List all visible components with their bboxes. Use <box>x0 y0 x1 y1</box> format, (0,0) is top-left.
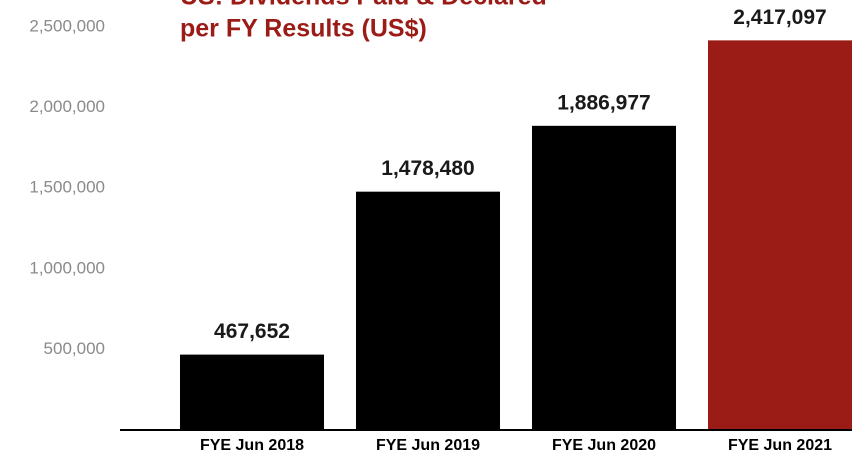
y-tick-label: 1,500,000 <box>29 178 105 197</box>
x-tick-label: FYE Jun 2019 <box>376 437 480 454</box>
bar <box>180 354 324 430</box>
value-label: 1,886,977 <box>557 91 650 114</box>
y-tick-label: 500,000 <box>44 339 105 358</box>
bar <box>708 40 852 431</box>
y-tick-label: 2,500,000 <box>29 16 105 35</box>
x-tick-label: FYE Jun 2020 <box>552 437 656 454</box>
value-label: 467,652 <box>214 320 290 343</box>
y-tick-label: 2,000,000 <box>29 97 105 116</box>
chart-title: US: Dividends Paid & Declared <box>180 0 547 11</box>
bar <box>356 191 500 430</box>
x-tick-label: FYE Jun 2018 <box>200 437 304 454</box>
value-label: 2,417,097 <box>733 6 826 29</box>
bar <box>532 125 676 430</box>
x-tick-label: FYE Jun 2021 <box>728 437 832 454</box>
y-tick-label: 1,000,000 <box>29 258 105 277</box>
value-label: 1,478,480 <box>381 157 474 180</box>
chart-title: per FY Results (US$) <box>180 15 427 43</box>
